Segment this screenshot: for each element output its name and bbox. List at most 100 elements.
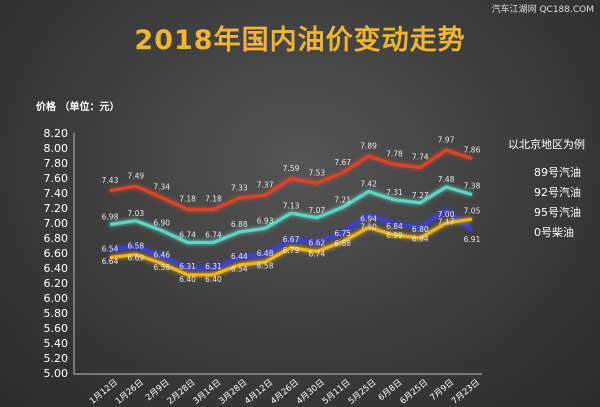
y-axis-label: 价格 （单位：元） [36,100,119,113]
x-tick-label: 1月26日 [114,378,146,407]
data-label: 7.10 [360,223,377,232]
data-label: 7.05 [464,206,481,215]
legend-label-0: 89号汽油 [534,165,581,179]
x-tick-label: 4月12日 [243,378,275,407]
y-tick-label: 5.80 [44,307,69,320]
data-label: 7.18 [205,195,222,204]
data-label: 7.78 [386,150,403,159]
x-tick-label: 2月28日 [166,378,198,407]
data-label: 7.48 [438,175,455,184]
data-label: 7.49 [128,171,145,180]
data-label: 7.31 [386,188,403,197]
data-label: 7.42 [360,180,377,189]
data-label: 6.79 [283,246,300,255]
data-label: 7.34 [153,183,170,192]
data-label: 7.21 [334,195,351,204]
data-label: 7.97 [438,135,455,144]
legend-label-1: 92号汽油 [534,185,581,199]
y-tick-label: 5.60 [44,322,69,335]
chart-title: 2018年国内油价变动走势 [134,25,466,56]
y-tick-label: 7.60 [44,172,69,185]
data-label: 6.58 [257,262,274,271]
data-label: 7.86 [464,146,481,155]
series-line-3 [109,217,473,277]
data-label: 6.94 [412,235,429,244]
data-label: 7.03 [128,209,145,218]
legend-label-3: 0号柴油 [534,225,574,239]
data-label: 6.84 [386,222,403,231]
x-tick-label: 6月25日 [398,378,430,407]
data-label: 6.75 [334,229,351,238]
series-line-0 [109,208,473,270]
y-tick-label: 5.40 [44,337,69,350]
y-tick-label: 6.60 [44,247,69,260]
x-tick-label: 5月11日 [321,378,353,407]
data-label: 6.56 [153,263,170,272]
data-label: 7.27 [412,191,429,200]
data-label: 6.54 [102,245,119,254]
legend-title: 以北京地区为例 [508,137,585,151]
y-tick-label: 8.20 [44,127,69,140]
data-label: 6.74 [179,231,196,240]
data-label: 6.74 [309,250,326,259]
data-label: 6.40 [205,275,222,284]
x-tick-label: 3月14日 [191,378,223,407]
watermark: 汽车江湖网 QC188.COM [491,5,594,15]
x-tick-label: 3月28日 [217,378,249,407]
data-label: 7.53 [309,168,326,177]
data-label: 7.89 [360,141,377,150]
data-label: 6.91 [464,235,481,244]
y-tick-label: 7.20 [44,202,69,215]
y-tick-label: 5.00 [44,367,69,380]
data-label: 7.74 [412,153,429,162]
data-label: 6.46 [153,251,170,260]
data-label: 6.54 [231,265,248,274]
data-label: 7.37 [257,180,274,189]
data-label: 6.44 [231,252,248,261]
data-label: 6.48 [257,249,274,258]
data-label: 6.62 [309,239,326,248]
data-label: 6.31 [179,262,196,271]
data-label: 6.88 [334,239,351,248]
y-tick-label: 6.40 [44,262,69,275]
data-label: 7.00 [438,210,455,219]
data-label: 6.98 [102,213,119,222]
data-label: 6.93 [257,216,274,225]
data-label: 7.59 [283,164,300,173]
y-tick-label: 5.20 [44,352,69,365]
data-label: 6.90 [153,219,170,228]
y-tick-label: 7.80 [44,157,69,170]
data-label: 7.38 [464,182,481,191]
data-label: 6.31 [205,262,222,271]
data-label: 6.67 [283,235,300,244]
data-label: 6.74 [205,231,222,240]
data-label: 6.40 [179,275,196,284]
series-line-2 [109,148,473,212]
data-label: 7.18 [179,195,196,204]
data-label: 7.43 [102,176,119,185]
x-tick-label: 5月25日 [347,378,379,407]
data-label: 7.07 [309,206,326,215]
data-label: 6.64 [102,257,119,266]
y-tick-label: 7.40 [44,187,69,200]
data-label: 6.69 [128,253,145,262]
legend-label-2: 95号汽油 [534,205,581,219]
data-label: 7.13 [283,201,300,210]
data-label: 6.94 [360,215,377,224]
data-label: 7.17 [438,217,455,226]
data-label: 7.33 [231,183,248,192]
series-line-1 [109,185,473,245]
y-tick-label: 8.00 [44,142,69,155]
data-label: 6.58 [128,242,145,251]
x-tick-label: 4月30日 [295,378,327,407]
y-tick-label: 6.00 [44,292,69,305]
data-label: 7.67 [334,158,351,167]
y-tick-label: 7.00 [44,217,69,230]
x-tick-label: 1月12日 [88,378,120,407]
data-label: 6.99 [386,231,403,240]
x-tick-label: 7月23日 [450,378,482,407]
y-tick-label: 6.20 [44,277,69,290]
y-tick-label: 6.80 [44,232,69,245]
